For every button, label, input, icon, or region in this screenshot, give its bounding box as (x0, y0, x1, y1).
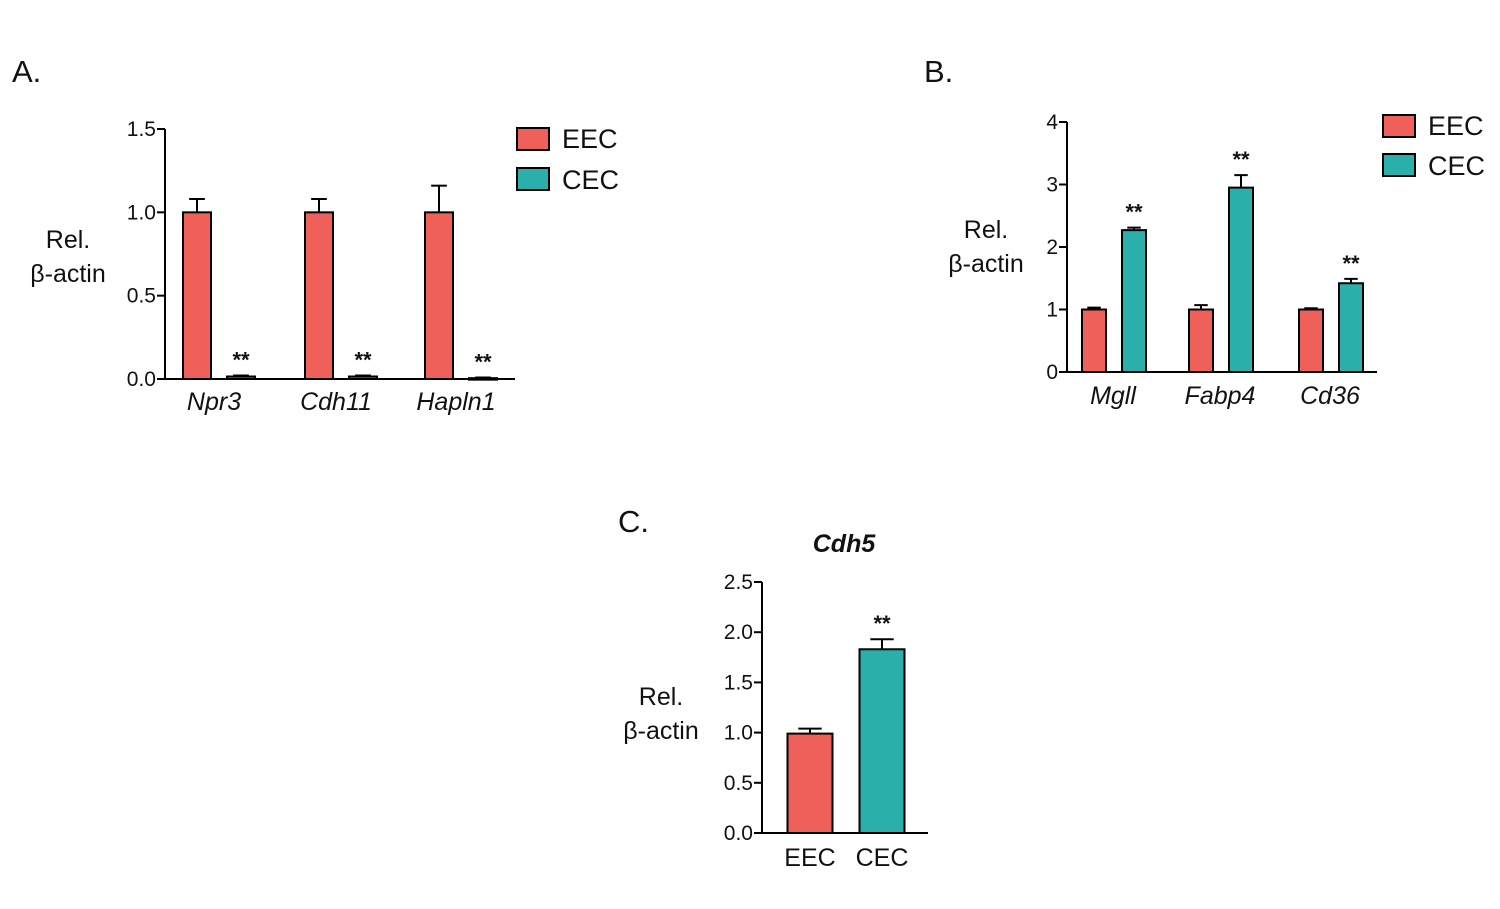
legend-label-eec: EEC (1428, 111, 1484, 141)
bar-cec-cdh11 (348, 375, 378, 380)
panel-c-plot-area: 0.0 0.5 1.0 1.5 2.0 2.5 EEC ** CEC (724, 571, 928, 872)
y-tick-label: 1.5 (127, 118, 156, 141)
panel-c-title: Cdh5 (813, 530, 877, 558)
bar-eec-cd36 (1298, 308, 1324, 373)
y-tick-label: 4 (1046, 111, 1058, 134)
panel-a-legend: EEC CEC (516, 124, 619, 195)
x-category-label: Hapln1 (416, 388, 495, 416)
panel-c-ylabel-line2: β-actin (623, 717, 699, 745)
panel-b-label: B. (924, 54, 953, 89)
bar-eec-fabp4 (1188, 308, 1214, 373)
panel-b-chart: B. Rel. β-actin 0 1 2 3 4 ** Mgll ** Fabp4 ** Cd36… (924, 54, 1485, 410)
legend-swatch-cec (1382, 153, 1416, 177)
y-tick-label: 1.0 (127, 201, 156, 224)
x-category-label: Cd36 (1300, 382, 1360, 410)
legend-swatch-cec (516, 167, 550, 191)
panel-a-ylabel-line2: β-actin (30, 260, 106, 288)
bar-eec-hapln1 (424, 211, 454, 380)
y-tick-label: 3 (1046, 174, 1058, 197)
y-tick-label: 0.5 (724, 772, 753, 795)
significance-marker: ** (1232, 147, 1250, 172)
significance-marker: ** (1342, 251, 1360, 276)
significance-marker: ** (1125, 200, 1143, 225)
x-category-label: Cdh11 (300, 388, 372, 416)
legend-label-eec: EEC (562, 124, 618, 154)
x-category-label: EEC (784, 844, 835, 872)
x-category-label: Npr3 (187, 388, 241, 416)
y-tick-label: 1 (1046, 299, 1058, 322)
y-tick-label: 0.5 (127, 285, 156, 308)
y-tick-label: 1.0 (724, 722, 753, 745)
legend-label-cec: CEC (562, 165, 619, 195)
panel-a-label: A. (12, 54, 41, 89)
y-tick-label: 0.0 (724, 822, 753, 845)
x-category-label: Fabp4 (1185, 382, 1256, 410)
y-tick-label: 0.0 (127, 368, 156, 391)
y-tick-label: 2.0 (724, 621, 753, 644)
bar-cec-fabp4 (1228, 186, 1254, 373)
legend-label-cec: CEC (1428, 151, 1485, 181)
panel-a-ylabel-line1: Rel. (46, 226, 90, 254)
panel-c-ylabel-line1: Rel. (639, 683, 683, 711)
significance-marker: ** (232, 348, 250, 373)
x-category-label: CEC (856, 844, 909, 872)
y-tick-label: 0 (1046, 361, 1058, 384)
panel-c-chart: C. Cdh5 Rel. β-actin 0.0 0.5 1.0 1.5 2.0 2.5 E… (618, 504, 928, 872)
panel-b-ylabel-line1: Rel. (964, 216, 1008, 244)
panel-a-chart: A. Rel. β-actin 0.0 0.5 1.0 1.5 ** Npr3 ** Cdh1… (12, 54, 619, 416)
x-category-label: Mgll (1090, 382, 1137, 410)
panel-b-ylabel-line2: β-actin (948, 250, 1024, 278)
legend-swatch-eec (516, 127, 550, 151)
panel-a-plot-area: 0.0 0.5 1.0 1.5 ** Npr3 ** Cdh11 ** Hapln1 (127, 118, 515, 416)
panel-b-legend: EEC CEC (1382, 111, 1485, 181)
significance-marker: ** (354, 348, 372, 373)
bar-cec-npr3 (226, 375, 256, 380)
bar-eec-cdh11 (304, 211, 334, 380)
bar-cec (858, 648, 906, 834)
bar-cec-mgll (1121, 229, 1147, 373)
significance-marker: ** (873, 611, 891, 636)
legend-swatch-eec (1382, 114, 1416, 138)
panel-b-plot-area: 0 1 2 3 4 ** Mgll ** Fabp4 ** Cd36 (1046, 111, 1377, 410)
bar-eec-mgll (1081, 308, 1107, 373)
y-tick-label: 2.5 (724, 571, 753, 594)
significance-marker: ** (474, 350, 492, 375)
bar-eec (786, 732, 834, 834)
y-tick-label: 2 (1046, 236, 1058, 259)
y-tick-label: 1.5 (724, 671, 753, 694)
panel-c-label: C. (618, 504, 649, 539)
bar-cec-cd36 (1338, 282, 1364, 373)
bar-eec-npr3 (182, 211, 212, 380)
